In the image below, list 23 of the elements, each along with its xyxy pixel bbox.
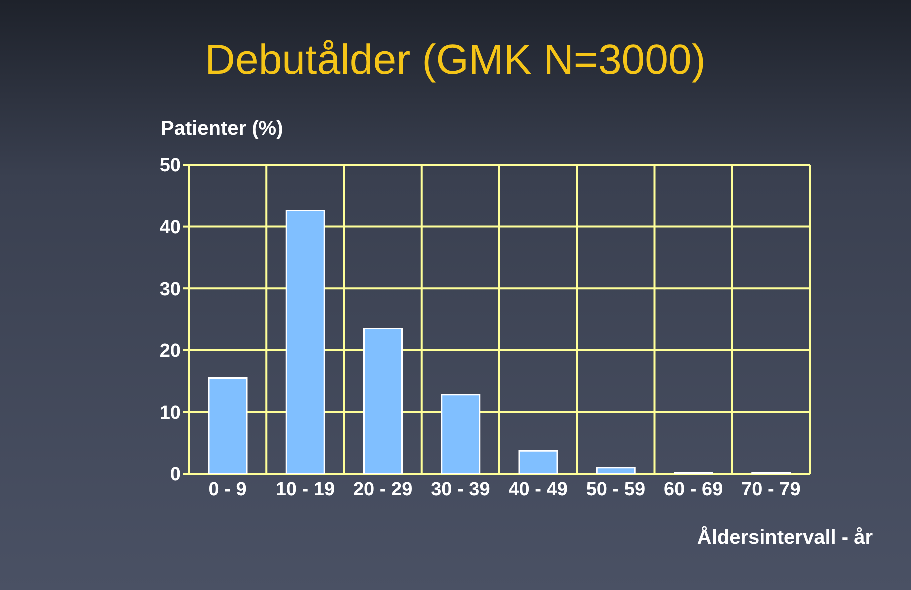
- x-tick-label: 20 - 29: [353, 479, 413, 500]
- x-tick-label: 10 - 19: [276, 479, 336, 500]
- y-tick-label: 20: [160, 341, 181, 362]
- y-tick-label: 0: [170, 464, 181, 486]
- x-tick-label: 0 - 9: [208, 479, 247, 500]
- y-axis-title: Patienter (%): [161, 118, 284, 141]
- bar: [364, 328, 403, 474]
- y-tick-label: 10: [160, 402, 181, 424]
- y-tick-label: 50: [160, 156, 181, 177]
- bar: [518, 450, 558, 474]
- x-tick-label: 60 - 69: [664, 479, 724, 500]
- x-tick-label: 70 - 79: [742, 479, 801, 500]
- bar: [441, 394, 481, 474]
- bar: [596, 467, 636, 474]
- chart-title: Debutålder (GMK N=3000): [204, 36, 707, 84]
- y-tick-label: 40: [160, 218, 181, 239]
- bar: [208, 377, 248, 474]
- bar: [286, 210, 326, 474]
- y-tick-label: 30: [160, 279, 181, 300]
- x-tick-label: 30 - 39: [431, 479, 490, 500]
- x-axis-title: Åldersintervall - år: [697, 527, 873, 550]
- x-tick-label: 40 - 49: [508, 479, 568, 500]
- x-tick-label: 50 - 59: [586, 479, 646, 500]
